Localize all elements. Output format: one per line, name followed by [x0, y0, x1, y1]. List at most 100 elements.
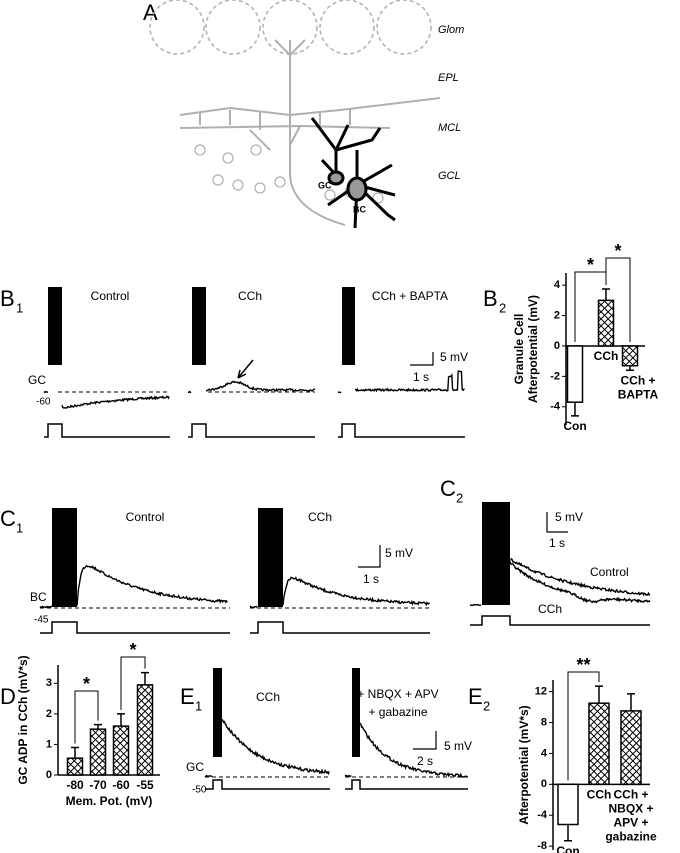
y-tick-label: 0 [554, 340, 560, 352]
trace [249, 605, 258, 609]
layer-label: MCL [438, 122, 461, 134]
x-tick-label: -80 [66, 778, 84, 792]
bar [620, 710, 642, 786]
trace [205, 380, 316, 393]
trace [61, 395, 170, 409]
potential-label: -60 [36, 397, 51, 408]
panel-label: A [143, 0, 158, 25]
panel-label: E [468, 684, 483, 709]
x-axis-title: Mem. Pot. (mV) [66, 794, 153, 808]
error-bar [564, 824, 572, 842]
y-axis-title: Afterpotential (mV*s) [517, 705, 531, 824]
trace [509, 561, 651, 604]
stimulus [345, 779, 468, 790]
error-bar [626, 365, 634, 372]
bar [66, 757, 84, 776]
error-bar [571, 402, 579, 417]
y-tick-label: -8 [537, 840, 547, 852]
spike-train [192, 287, 206, 365]
significance-bracket [120, 656, 146, 710]
x-tick-label: -70 [89, 778, 107, 792]
potential-label: -45 [34, 615, 49, 626]
stimulus [40, 621, 230, 634]
panel-sub: 1 [16, 520, 23, 535]
scale-bar [546, 512, 568, 533]
trace [187, 390, 192, 394]
layer-label: Glom [438, 24, 464, 36]
panel-sub: 1 [195, 698, 202, 713]
y-tick-label: 2 [46, 708, 52, 720]
y-tick-label: 3 [46, 677, 52, 689]
spike-train [213, 668, 222, 757]
x-tick-label: CCh [594, 349, 619, 363]
trace [76, 564, 228, 606]
x-tick-label: CCh + [613, 787, 648, 801]
y-tick-label: -4 [537, 809, 548, 821]
error-bar [141, 671, 149, 685]
scale-label: 1 s [363, 572, 379, 586]
condition-label: + NBQX + APV [357, 687, 438, 701]
scale-bar [410, 352, 434, 366]
trace [282, 576, 430, 607]
significance-label: * [129, 640, 136, 660]
trace-label: Control [590, 565, 629, 579]
y-tick-label: 8 [541, 716, 547, 728]
error-bar [595, 685, 603, 704]
trace [39, 605, 53, 609]
significance-bracket [567, 671, 600, 781]
y-tick-label: 12 [535, 685, 547, 697]
spike-train [352, 668, 360, 757]
scale-label: 1 s [413, 370, 429, 384]
bar [621, 345, 639, 367]
y-tick-label: -2 [550, 370, 560, 382]
y-tick-label: 0 [46, 769, 52, 781]
y-tick-label: 0 [541, 778, 547, 790]
spike-train [258, 508, 283, 607]
condition-label: + gabazine [368, 705, 427, 719]
y-tick-label: 2 [554, 309, 560, 321]
y-tick-label: 1 [46, 738, 52, 750]
y-axis-title: Afterpotential (mV) [526, 295, 540, 403]
condition-label: CCh [256, 690, 280, 704]
trace-label: CCh [538, 602, 562, 616]
trace [43, 390, 49, 394]
scale-bar [413, 731, 437, 750]
trace [344, 774, 352, 778]
y-tick-label: -4 [550, 401, 561, 413]
arrow [237, 359, 254, 379]
schematic-cells [310, 117, 396, 229]
spike-train [52, 508, 77, 607]
spike-train [342, 287, 355, 365]
scale-bar [358, 545, 381, 568]
panel-label: B [0, 286, 15, 311]
traces [39, 287, 651, 790]
trace [359, 722, 468, 778]
x-tick-label: NBQX + [608, 801, 653, 815]
x-tick-label: -55 [136, 778, 154, 792]
condition-label: Control [91, 289, 130, 303]
scale-label: 5 mV [555, 510, 583, 524]
layer-label: GCL [438, 170, 461, 182]
significance-bracket [605, 257, 631, 342]
layer-label: EPL [438, 72, 459, 84]
spike-train [482, 502, 510, 605]
bar [89, 728, 107, 776]
panel-label: C [440, 476, 456, 501]
bar [597, 299, 615, 347]
panel-sub: 1 [16, 300, 23, 315]
cell-label: BC [353, 204, 366, 214]
error-bar [71, 746, 79, 759]
bar [557, 783, 579, 826]
condition-label: Control [126, 510, 165, 524]
bar [566, 345, 584, 403]
panel-label: D [0, 684, 16, 709]
condition-label: CCh + BAPTA [372, 289, 448, 303]
panel-label: B [483, 286, 498, 311]
x-tick-label: Con [563, 419, 586, 433]
error-bar [627, 693, 635, 711]
cell-label: BC [30, 590, 47, 604]
y-tick-label: 4 [541, 747, 548, 759]
stimulus [338, 423, 465, 438]
